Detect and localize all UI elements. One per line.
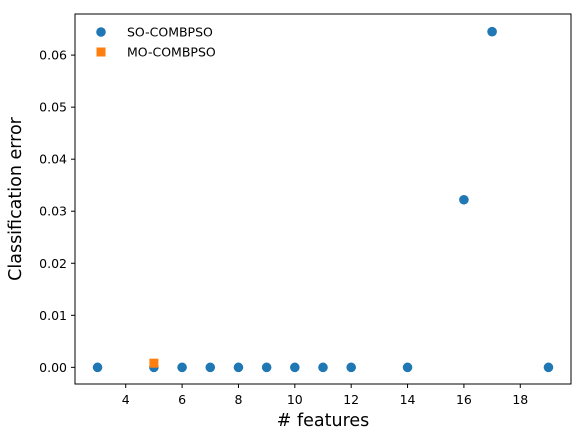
x-tick-label: 18: [512, 392, 528, 407]
data-points: [92, 26, 554, 373]
x-axis-ticks: 4 6 8 10 12 14 16 18: [122, 384, 528, 407]
data-point-circle: [318, 362, 328, 373]
y-tick-label: 0.03: [39, 204, 67, 219]
data-point-circle: [459, 194, 469, 205]
data-point-circle: [233, 362, 244, 373]
data-point-circle: [402, 362, 413, 373]
y-tick-label: 0.05: [39, 100, 67, 115]
data-point-circle: [487, 26, 497, 37]
plot-area: [74, 13, 572, 385]
x-tick-label: 4: [122, 392, 130, 407]
data-point-square: [149, 358, 159, 368]
data-point-circle: [346, 362, 356, 373]
y-axis-ticks: 0.00 0.01 0.02 0.03 0.04 0.05 0.06: [39, 48, 75, 375]
x-tick-label: 14: [400, 392, 416, 407]
data-point-circle: [92, 362, 103, 373]
legend-label: MO-COMBPSO: [127, 45, 216, 60]
legend-marker-square: [96, 47, 106, 57]
legend: SO-COMBPSO MO-COMBPSO: [96, 25, 216, 60]
x-tick-label: 6: [178, 392, 186, 407]
data-point-circle: [290, 362, 300, 373]
legend-label: SO-COMBPSO: [127, 25, 213, 40]
y-tick-label: 0.00: [39, 360, 67, 375]
data-point-circle: [543, 362, 554, 373]
data-point-circle: [177, 362, 187, 373]
x-axis-label: # features: [277, 411, 370, 431]
y-tick-label: 0.06: [39, 48, 67, 63]
y-tick-label: 0.04: [39, 152, 67, 167]
x-tick-label: 8: [234, 392, 242, 407]
y-tick-label: 0.01: [39, 308, 67, 323]
legend-marker-circle: [96, 27, 106, 37]
x-tick-label: 12: [343, 392, 359, 407]
x-tick-label: 10: [287, 392, 303, 407]
data-point-circle: [205, 362, 216, 373]
y-tick-label: 0.02: [39, 256, 67, 271]
x-tick-label: 16: [456, 392, 472, 407]
data-point-circle: [261, 362, 272, 373]
y-axis-label: Classification error: [6, 116, 26, 281]
